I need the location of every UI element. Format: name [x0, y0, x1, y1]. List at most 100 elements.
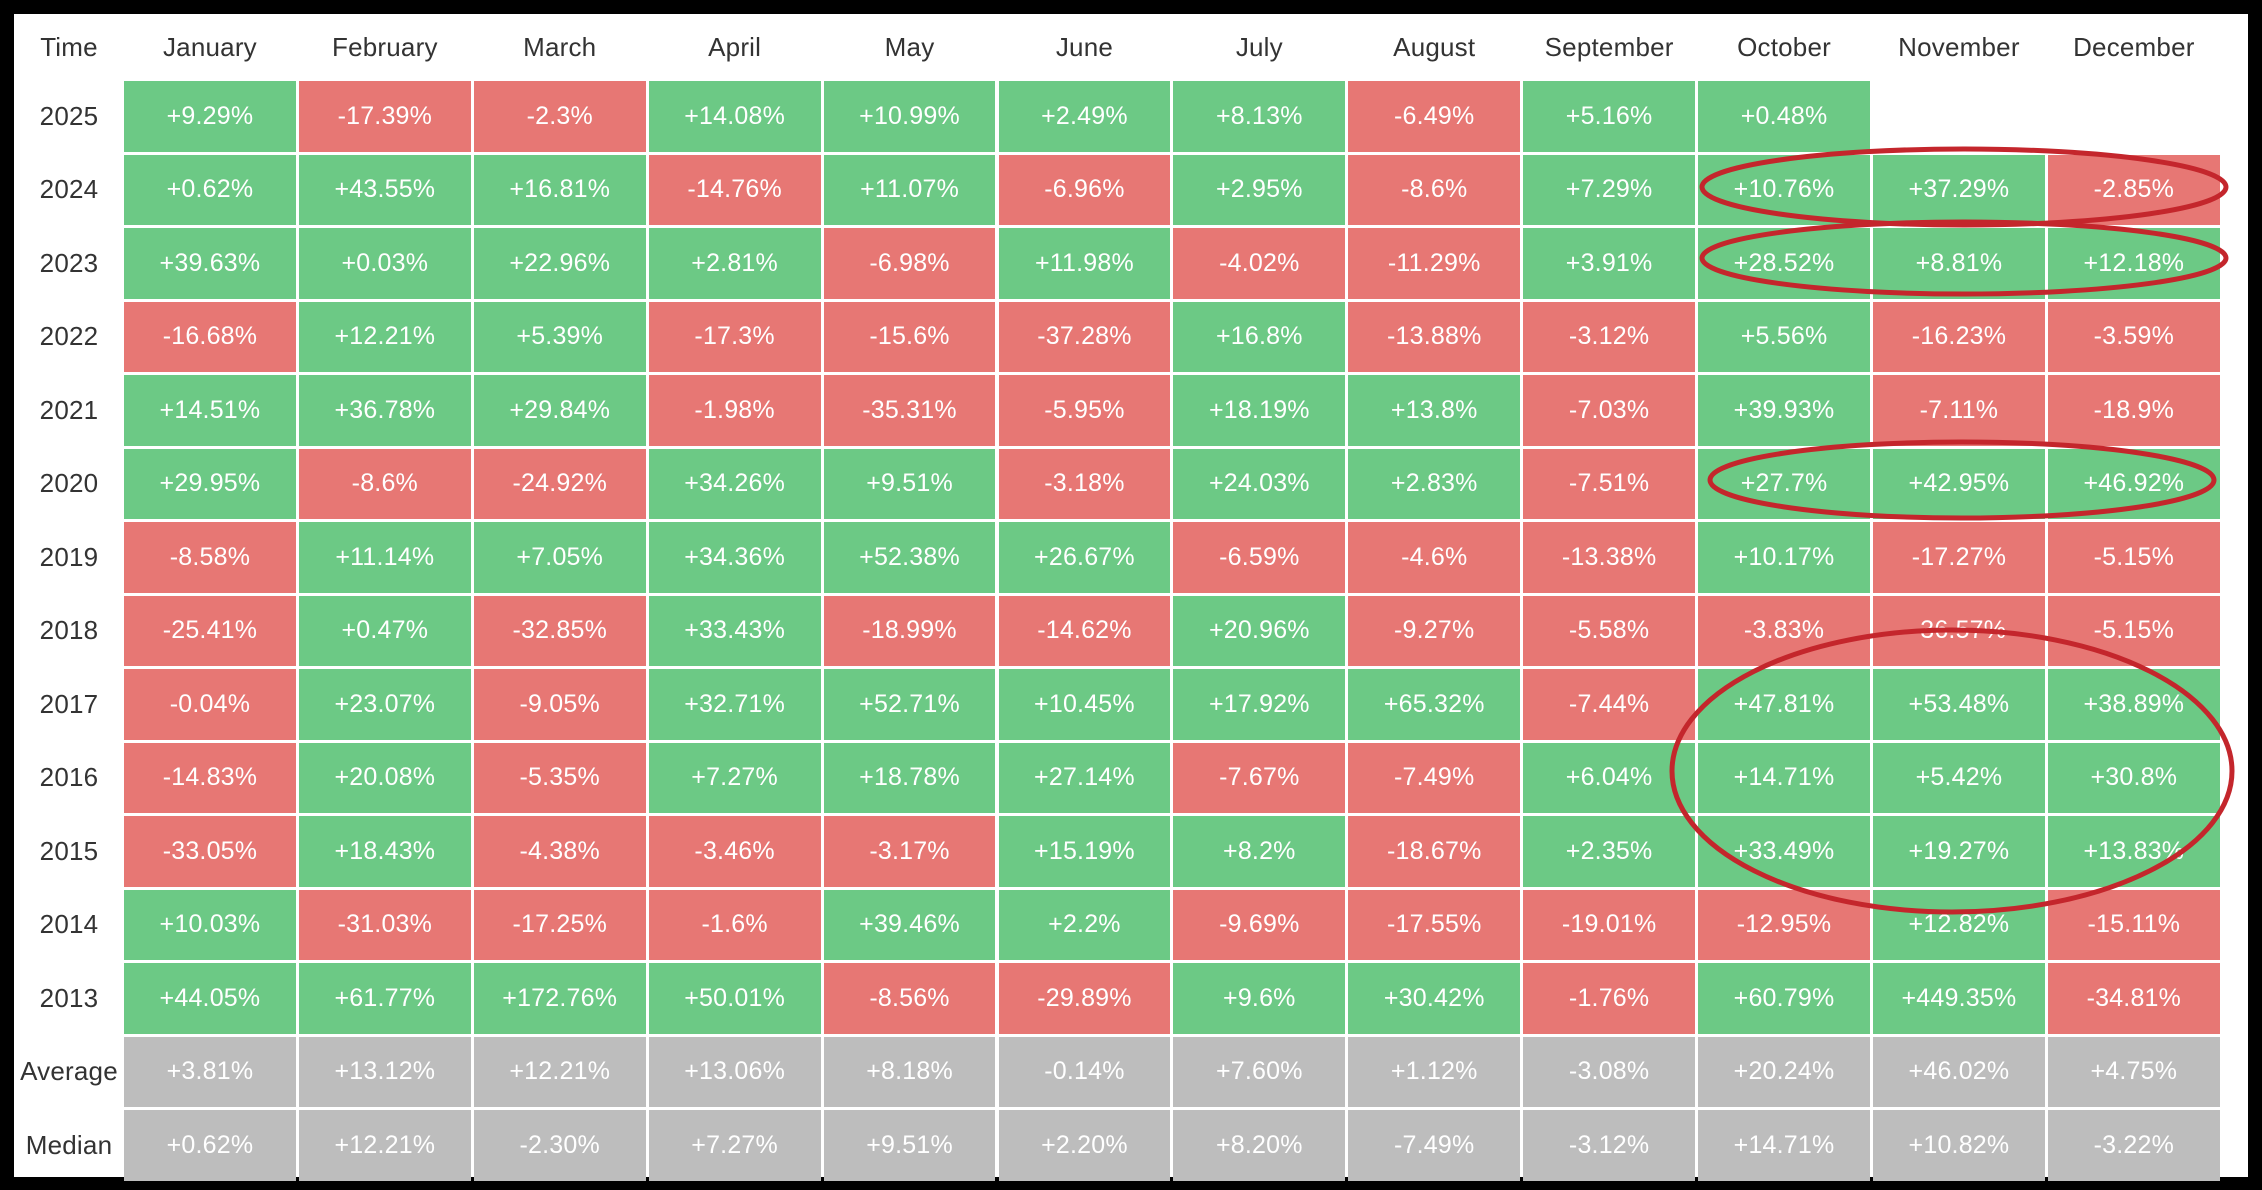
cell-2021-may: -35.31% [823, 375, 996, 446]
cell-2015-november: +19.27% [1873, 816, 2045, 887]
cell-2016-november: +5.42% [1873, 742, 2045, 813]
cell-2025-may: +10.99% [823, 81, 996, 152]
cell-2021-november: -7.11% [1873, 375, 2045, 446]
cell-2018-november: -36.57% [1873, 595, 2045, 666]
cell-2017-december: +38.89% [2047, 669, 2220, 740]
cell-2016-march: -5.35% [473, 742, 646, 813]
cell-median-june: +2.20% [998, 1110, 1171, 1181]
cell-median-december: -3.22% [2047, 1110, 2220, 1181]
cell-2022-september: -3.12% [1523, 301, 1696, 372]
cell-2023-december: +12.18% [2047, 228, 2220, 299]
cell-2024-may: +11.07% [823, 154, 996, 225]
cell-2021-october: +39.93% [1698, 375, 1870, 446]
cell-2017-march: -9.05% [473, 669, 646, 740]
cell-2025-february: -17.39% [298, 81, 471, 152]
cell-2017-february: +23.07% [298, 669, 471, 740]
cell-2013-july: +9.6% [1173, 963, 1346, 1034]
cell-2016-january: -14.83% [124, 742, 296, 813]
cell-2014-november: +12.82% [1873, 889, 2045, 960]
cell-2017-october: +47.81% [1698, 669, 1870, 740]
cell-2020-may: +9.51% [823, 448, 996, 519]
cell-2023-november: +8.81% [1873, 228, 2045, 299]
cell-2015-february: +18.43% [298, 816, 471, 887]
column-header-june: June [1055, 32, 1114, 62]
cell-median-july: +8.20% [1173, 1110, 1346, 1181]
cell-2025-october: +0.48% [1698, 81, 1870, 152]
cell-average-january: +3.81% [124, 1036, 296, 1107]
cell-2022-august: -13.88% [1348, 301, 1521, 372]
cell-2021-april: -1.98% [648, 375, 821, 446]
cell-2022-december: -3.59% [2047, 301, 2220, 372]
cell-2013-august: +30.42% [1348, 963, 1521, 1034]
cell-average-september: -3.08% [1523, 1036, 1696, 1107]
column-header-october: October [1737, 32, 1831, 62]
cell-2021-january: +14.51% [124, 375, 296, 446]
cell-2016-july: -7.67% [1173, 742, 1346, 813]
column-header-february: February [332, 32, 438, 62]
cell-2013-december: -34.81% [2047, 963, 2220, 1034]
cell-2021-july: +18.19% [1173, 375, 1346, 446]
cell-2016-september: +6.04% [1523, 742, 1696, 813]
cell-2018-march: -32.85% [473, 595, 646, 666]
cell-2017-june: +10.45% [998, 669, 1171, 740]
cell-2013-may: -8.56% [823, 963, 996, 1034]
cell-2017-july: +17.92% [1173, 669, 1346, 740]
cell-2022-january: -16.68% [124, 301, 296, 372]
cell-median-november: +10.82% [1873, 1110, 2045, 1181]
cell-2023-september: +3.91% [1523, 228, 1696, 299]
cell-2022-july: +16.8% [1173, 301, 1346, 372]
cell-2013-march: +172.76% [473, 963, 646, 1034]
cell-2016-february: +20.08% [298, 742, 471, 813]
cell-2022-november: -16.23% [1873, 301, 2045, 372]
row-label-2016: 2016 [39, 762, 99, 793]
cell-2019-october: +10.17% [1698, 522, 1870, 593]
cell-2021-december: -18.9% [2047, 375, 2220, 446]
cell-2024-january: +0.62% [124, 154, 296, 225]
cell-2014-july: -9.69% [1173, 889, 1346, 960]
cell-2024-november: +37.29% [1873, 154, 2045, 225]
cell-2024-august: -8.6% [1348, 154, 1521, 225]
cell-average-may: +8.18% [823, 1036, 996, 1107]
cell-2024-june: -6.96% [998, 154, 1171, 225]
cell-2022-february: +12.21% [298, 301, 471, 372]
cell-2020-august: +2.83% [1348, 448, 1521, 519]
cell-median-october: +14.71% [1698, 1110, 1870, 1181]
row-label-2018: 2018 [39, 615, 99, 646]
cell-2013-april: +50.01% [648, 963, 821, 1034]
cell-2017-november: +53.48% [1873, 669, 2045, 740]
cell-2019-august: -4.6% [1348, 522, 1521, 593]
cell-2014-august: -17.55% [1348, 889, 1521, 960]
cell-2013-october: +60.79% [1698, 963, 1870, 1034]
cell-2020-october: +27.7% [1698, 448, 1870, 519]
cell-2019-september: -13.38% [1523, 522, 1696, 593]
cell-2018-may: -18.99% [823, 595, 996, 666]
cell-average-august: +1.12% [1348, 1036, 1521, 1107]
cell-2019-july: -6.59% [1173, 522, 1346, 593]
cell-2018-february: +0.47% [298, 595, 471, 666]
cell-2022-october: +5.56% [1698, 301, 1870, 372]
cell-2017-january: -0.04% [124, 669, 296, 740]
column-header-may: May [884, 32, 935, 62]
cell-2024-july: +2.95% [1173, 154, 1346, 225]
cell-2021-february: +36.78% [298, 375, 471, 446]
cell-2014-june: +2.2% [998, 889, 1171, 960]
cell-average-november: +46.02% [1873, 1036, 2045, 1107]
cell-2014-october: -12.95% [1698, 889, 1870, 960]
cell-2015-march: -4.38% [473, 816, 646, 887]
cell-2014-april: -1.6% [648, 889, 821, 960]
cell-2014-january: +10.03% [124, 889, 296, 960]
cell-2015-may: -3.17% [823, 816, 996, 887]
cell-2013-september: -1.76% [1523, 963, 1696, 1034]
cell-2015-january: -33.05% [124, 816, 296, 887]
cell-2020-january: +29.95% [124, 448, 296, 519]
cell-2015-july: +8.2% [1173, 816, 1346, 887]
cell-2025-january: +9.29% [124, 81, 296, 152]
cell-2019-january: -8.58% [124, 522, 296, 593]
column-header-august: August [1393, 32, 1476, 62]
cell-2023-august: -11.29% [1348, 228, 1521, 299]
cell-2018-october: -3.83% [1698, 595, 1870, 666]
row-label-2014: 2014 [39, 909, 99, 940]
row-label-2023: 2023 [39, 247, 99, 278]
row-label-median: Median [25, 1129, 113, 1160]
